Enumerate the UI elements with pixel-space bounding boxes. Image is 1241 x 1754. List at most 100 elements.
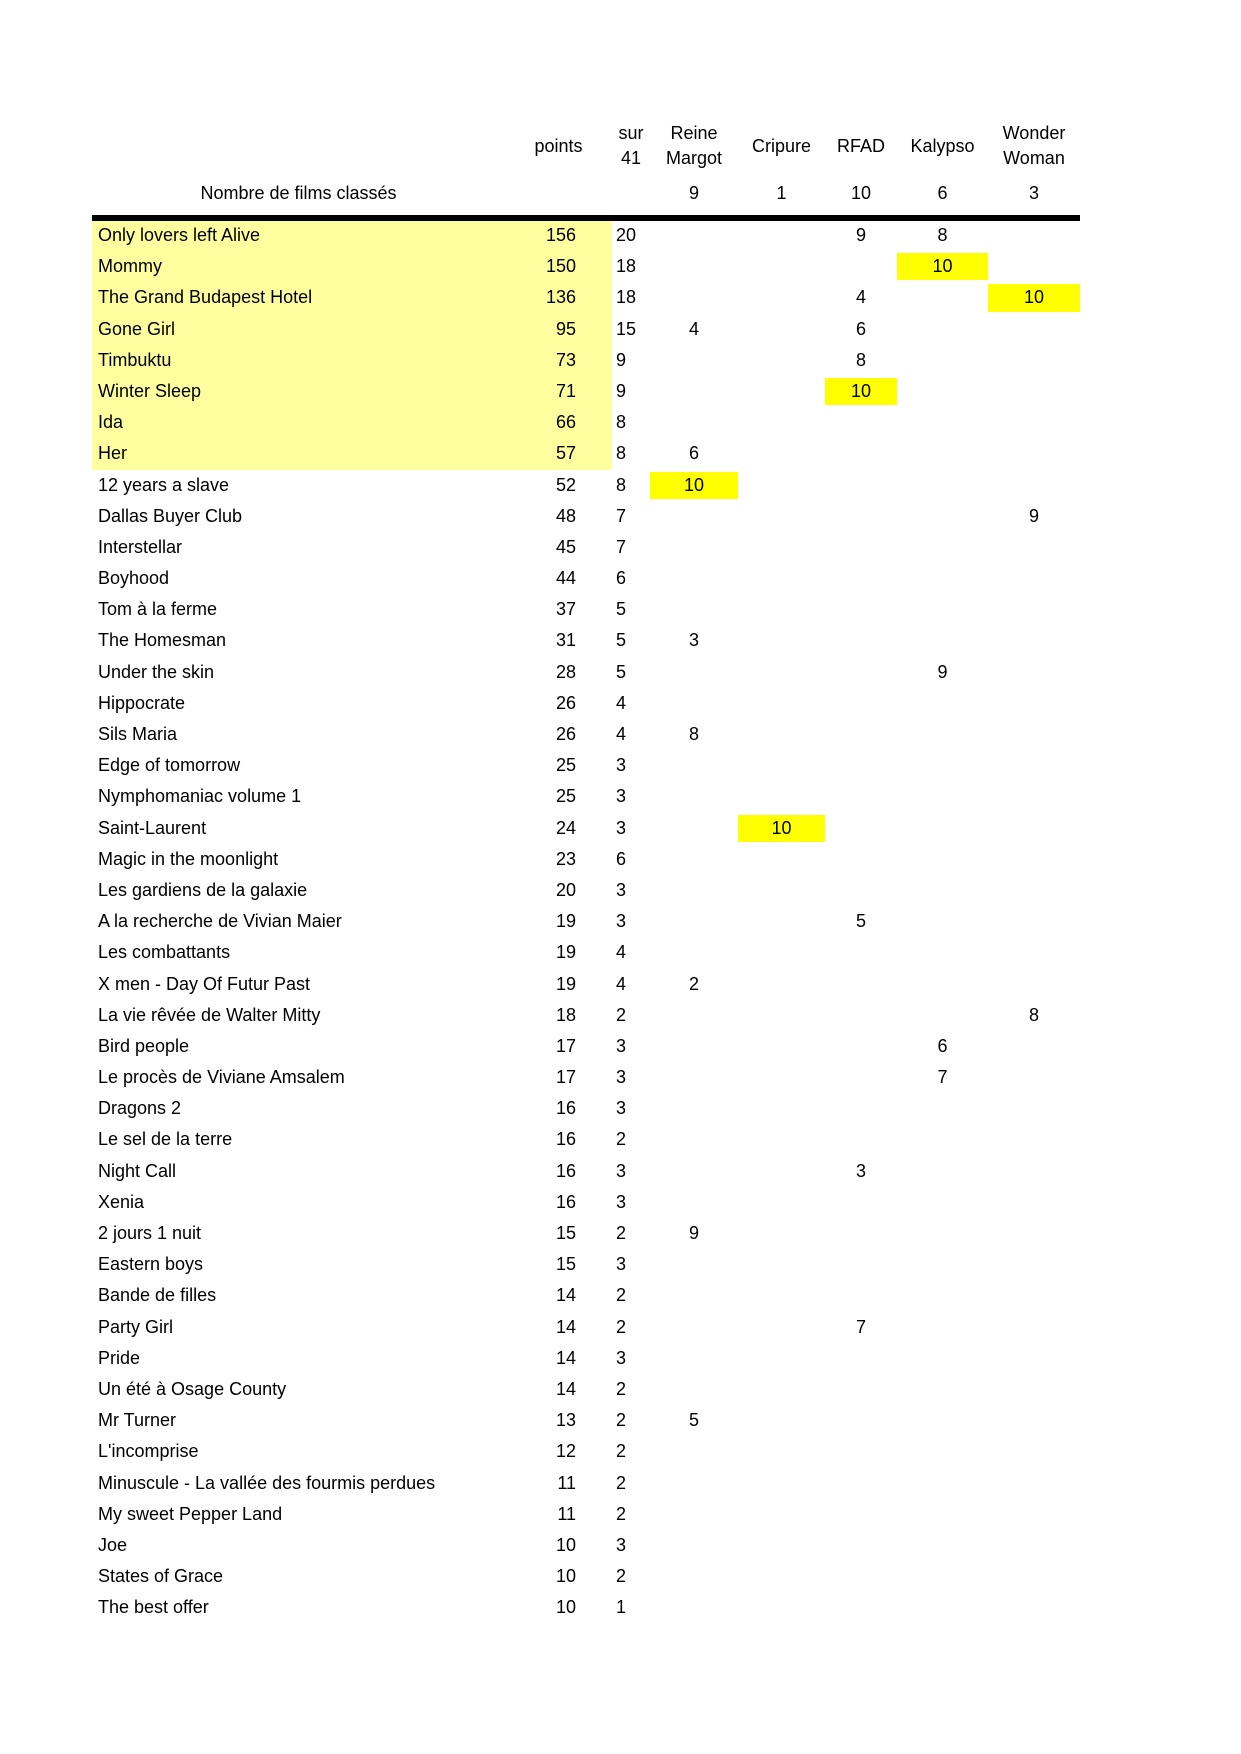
score-cripure-cell [738,438,825,469]
score-cripure-cell [738,719,825,750]
points-cell: 71 [505,375,612,408]
score-kalypso-cell [897,407,988,438]
score-kalypso-cell [897,1000,988,1031]
score-kalypso-cell: 7 [937,1067,948,1088]
sur41-cell: 9 [616,349,627,370]
sur41-cell: 18 [616,287,637,308]
sur41-cell: 3 [616,1160,627,1181]
score-cripure-cell [738,1436,825,1467]
score-kalypso-cell [897,750,988,781]
count-row: Nombre de films classés 9 1 10 6 3 [92,178,1080,209]
points-cell: 14 [555,1347,576,1368]
film-name-cell: My sweet Pepper Land [98,1503,283,1524]
score-rm-cell [650,532,738,563]
score-rm-cell: 3 [688,630,699,651]
film-row: Sils Maria 26 4 8 [92,719,1080,750]
score-rm-cell [650,1093,738,1124]
film-rows: Only lovers left Alive 156 20 9 8 Mommy … [92,220,1080,1623]
film-row: Her 57 8 6 [92,438,1080,470]
score-rm-cell: 4 [688,318,699,339]
score-ww-cell [988,875,1080,906]
film-row: X men - Day Of Futur Past 19 4 2 [92,969,1080,1000]
score-rfad-cell [825,1280,897,1311]
points-cell: 10 [555,1597,576,1618]
score-rfad-cell: 5 [855,911,866,932]
film-row: A la recherche de Vivian Maier 19 3 5 [92,906,1080,937]
score-ww-cell [988,1218,1080,1249]
sur41-cell: 3 [616,817,627,838]
score-rm-cell: 10 [650,470,738,501]
score-rm-cell [650,844,738,875]
film-name-cell: Minuscule - La vallée des fourmis perdue… [98,1472,436,1493]
score-ww-cell [988,906,1080,937]
film-name-cell: Boyhood [98,568,170,589]
score-cripure-cell [738,407,825,438]
score-rm-cell [650,1530,738,1561]
score-ww-cell [988,314,1080,345]
sur41-cell: 3 [616,1191,627,1212]
film-name-cell: Joe [98,1534,128,1555]
film-row: Under the skin 28 5 9 [92,657,1080,688]
score-ww-cell: 10 [988,282,1080,313]
score-cripure-cell [738,875,825,906]
score-cripure-cell [738,1218,825,1249]
points-cell: 16 [555,1160,576,1181]
score-kalypso-cell [897,532,988,563]
score-rfad-cell [825,844,897,875]
points-cell: 18 [555,1004,576,1025]
film-name-cell: The best offer [98,1597,209,1618]
header-row: points sur 41 Reine Margot Cripure RFAD … [92,110,1080,182]
score-rm-cell [650,1592,738,1623]
score-ww-cell [988,594,1080,625]
score-rfad-cell: 4 [855,287,866,308]
points-cell: 45 [555,536,576,557]
points-cell: 11 [557,1503,576,1524]
score-cripure-cell [738,1312,825,1343]
film-row: Un été à Osage County 14 2 [92,1374,1080,1405]
score-rfad-cell: 3 [855,1160,866,1181]
sur41-cell: 2 [616,1410,627,1431]
score-kalypso-cell [897,563,988,594]
score-kalypso-cell [897,1249,988,1280]
score-rfad-cell [825,750,897,781]
sur41-cell: 6 [616,568,627,589]
score-cripure-cell [738,1499,825,1530]
points-cell: 16 [555,1191,576,1212]
score-rm-cell [650,1374,738,1405]
score-rfad-cell [825,1374,897,1405]
points-cell: 31 [555,630,576,651]
sur41-cell: 7 [616,505,627,526]
score-ww-cell [988,1343,1080,1374]
film-row: Joe 10 3 [92,1530,1080,1561]
score-cripure-cell [738,563,825,594]
film-name-cell: 2 jours 1 nuit [98,1223,202,1243]
score-ww-cell [988,220,1080,251]
score-rm-cell [650,1499,738,1530]
film-name-cell: Gone Girl [92,313,505,345]
sur41-cell: 5 [616,661,627,682]
film-name-cell: Pride [98,1347,141,1368]
film-row: Timbuktu 73 9 8 [92,344,1080,376]
film-name-cell: Dallas Buyer Club [98,505,243,526]
score-rfad-cell: 7 [855,1316,866,1337]
film-row: Dallas Buyer Club 48 7 9 [92,501,1080,532]
score-ww-cell [988,781,1080,812]
count-points-cell [505,178,612,209]
score-rfad-cell [825,1530,897,1561]
score-cripure-cell [738,1374,825,1405]
score-ww-cell: 8 [1028,1004,1039,1025]
sur41-cell: 7 [616,536,627,557]
score-cripure-cell [738,1592,825,1623]
score-kalypso-cell [897,1343,988,1374]
score-cripure-cell [738,1249,825,1280]
points-cell: 73 [505,344,612,376]
score-rm-cell [650,875,738,906]
score-kalypso-cell [897,470,988,501]
score-rfad-cell: 6 [855,318,866,339]
score-kalypso-cell [897,1530,988,1561]
film-row: La vie rêvée de Walter Mitty 18 2 8 [92,1000,1080,1031]
film-row: Bird people 17 3 6 [92,1031,1080,1062]
score-cripure-cell [738,844,825,875]
col-header-cripure: Cripure [751,135,812,156]
score-ww-cell [988,969,1080,1000]
